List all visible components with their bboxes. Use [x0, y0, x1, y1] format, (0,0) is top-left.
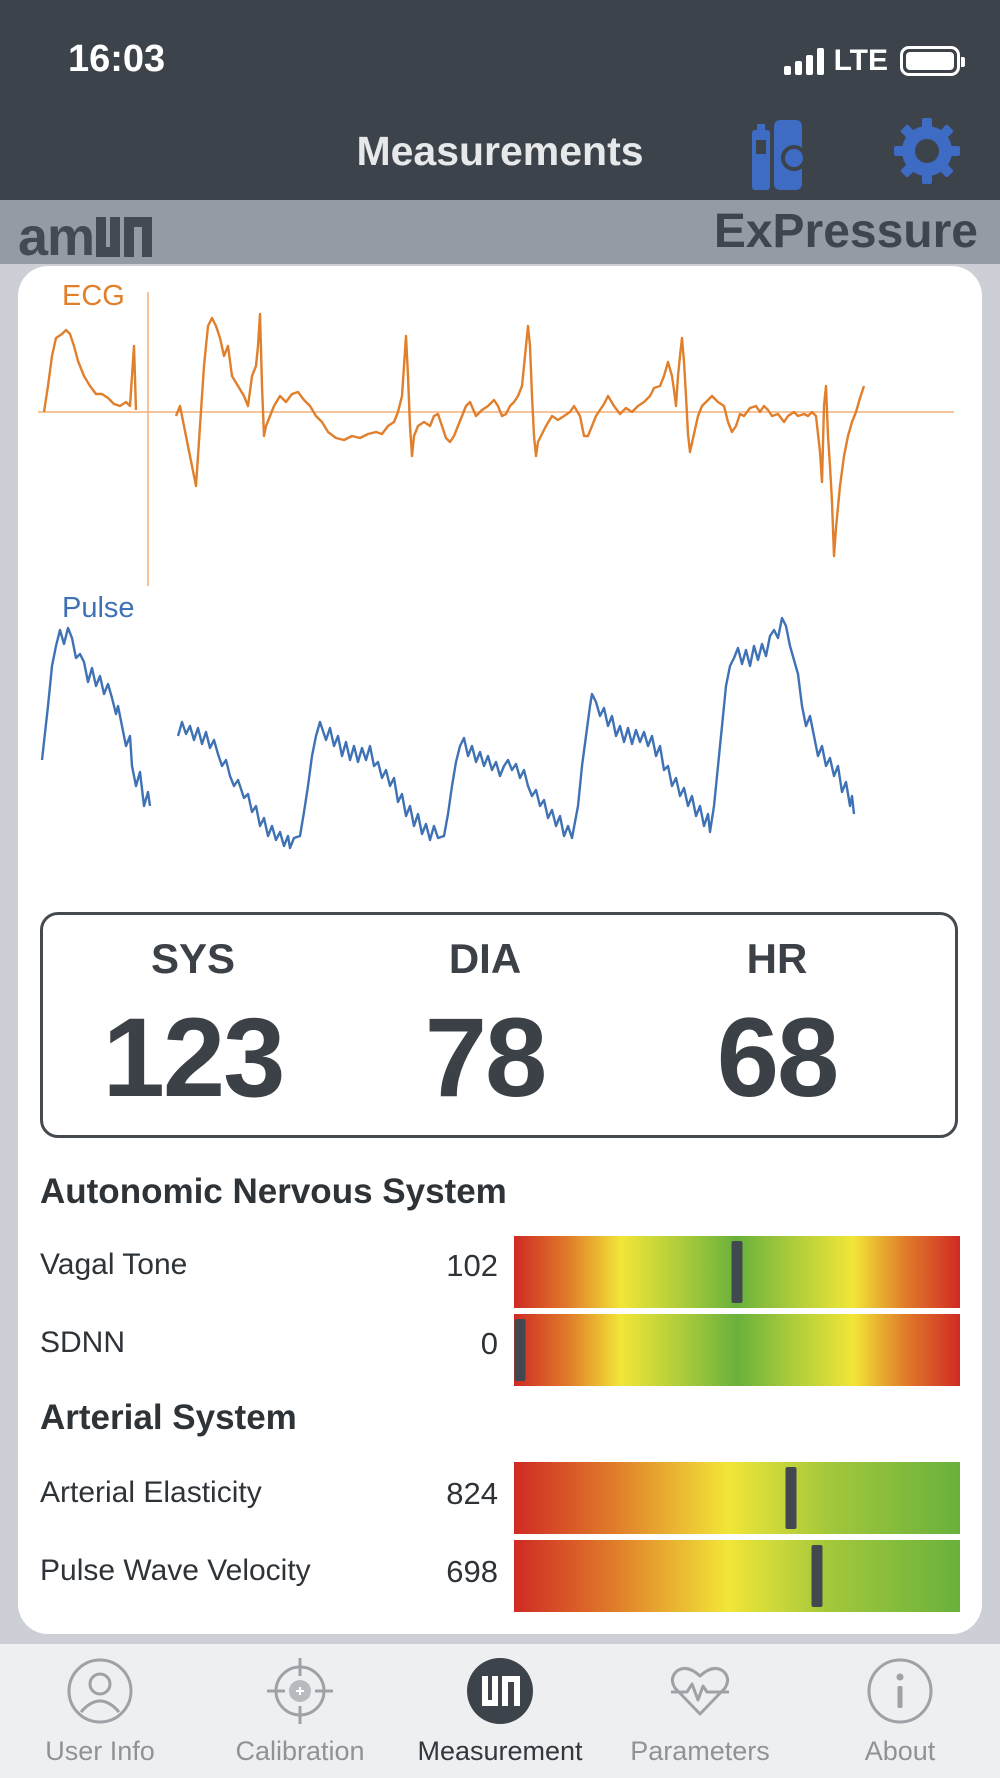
- sdnn-value: 0: [480, 1326, 498, 1361]
- status-time: 16:03: [68, 38, 166, 80]
- tab-measurement[interactable]: Measurement: [400, 1644, 600, 1778]
- tab-label: Calibration: [235, 1736, 365, 1766]
- info-icon: [867, 1658, 933, 1724]
- gauge-marker: [514, 1319, 526, 1381]
- hr-label: HR: [746, 935, 808, 982]
- status-indicators: LTE: [783, 44, 965, 78]
- dia-reading: DIA 78: [335, 935, 635, 1122]
- arterial-section-title: Arterial System: [40, 1398, 297, 1437]
- waveform-plot: [38, 292, 954, 850]
- device-status-icon[interactable]: [748, 118, 810, 197]
- pulse-label: Pulse: [62, 592, 135, 624]
- signal-icon: [783, 47, 824, 75]
- page-title: Measurements: [356, 128, 644, 174]
- bp-readout-panel: SYS 123 DIA 78 HR 68: [40, 912, 958, 1138]
- sys-value: 123: [102, 995, 286, 1120]
- sdnn-label: SDNN: [40, 1326, 126, 1359]
- tab-label: User Info: [45, 1736, 155, 1766]
- gauge-marker: [731, 1241, 743, 1303]
- gear-icon[interactable]: [892, 116, 962, 191]
- sdnn-gauge: [514, 1314, 960, 1386]
- app-name: ExPressure: [713, 205, 978, 258]
- gauge-marker: [811, 1545, 823, 1607]
- pulse-waveform-segment: [176, 616, 856, 850]
- heart-pulse-icon: [670, 1666, 730, 1716]
- gauge-marker: [785, 1467, 797, 1529]
- measurement-icon: [467, 1658, 533, 1724]
- battery-icon: [900, 46, 965, 76]
- vagal-tone-label: Vagal Tone: [40, 1248, 188, 1281]
- vagal-tone-value: 102: [446, 1248, 498, 1283]
- tab-parameters[interactable]: Parameters: [600, 1644, 800, 1778]
- hr-reading: HR 68: [627, 935, 927, 1122]
- ecg-waveform: [42, 328, 138, 413]
- tab-calibration[interactable]: Calibration: [200, 1644, 400, 1778]
- network-type: LTE: [833, 44, 888, 77]
- tab-about[interactable]: About: [800, 1644, 1000, 1778]
- pulse-wave-velocity-value: 698: [446, 1554, 498, 1589]
- pulse-wave-velocity-gauge: [514, 1540, 960, 1612]
- sys-label: SYS: [150, 935, 236, 982]
- arterial-elasticity-value: 824: [446, 1476, 498, 1511]
- ecg-label: ECG: [62, 280, 125, 312]
- ecg-waveform-segment: [174, 312, 866, 558]
- hr-value: 68: [716, 995, 840, 1120]
- pulse-wave-velocity-label: Pulse Wave Velocity: [40, 1554, 311, 1587]
- tab-label: About: [864, 1736, 936, 1766]
- tab-user-info[interactable]: User Info: [0, 1644, 200, 1778]
- autonomic-section-title: Autonomic Nervous System: [40, 1172, 507, 1211]
- crosshair-icon: [267, 1658, 333, 1724]
- dia-value: 78: [424, 995, 548, 1120]
- user-icon: [67, 1658, 133, 1724]
- brand-bar: am ExPressure: [0, 200, 1000, 267]
- tab-bar: User Info Calibration Measurement Parame…: [0, 1644, 1000, 1778]
- sys-reading: SYS 123: [43, 935, 343, 1122]
- tab-label: Measurement: [417, 1736, 583, 1766]
- dia-label: DIA: [448, 935, 522, 982]
- tab-label: Parameters: [630, 1736, 770, 1766]
- measurement-card: ECG Pulse SYS 123 DIA 78 HR 68 Autonomic…: [18, 266, 982, 1634]
- vagal-tone-gauge: [514, 1236, 960, 1308]
- arterial-elasticity-label: Arterial Elasticity: [40, 1476, 262, 1509]
- pulse-waveform: [40, 626, 152, 808]
- ams-logo: am: [18, 206, 154, 268]
- status-bar: 16:03 LTE: [0, 0, 1000, 110]
- nav-bar: Measurements: [0, 110, 1000, 200]
- arterial-elasticity-gauge: [514, 1462, 960, 1534]
